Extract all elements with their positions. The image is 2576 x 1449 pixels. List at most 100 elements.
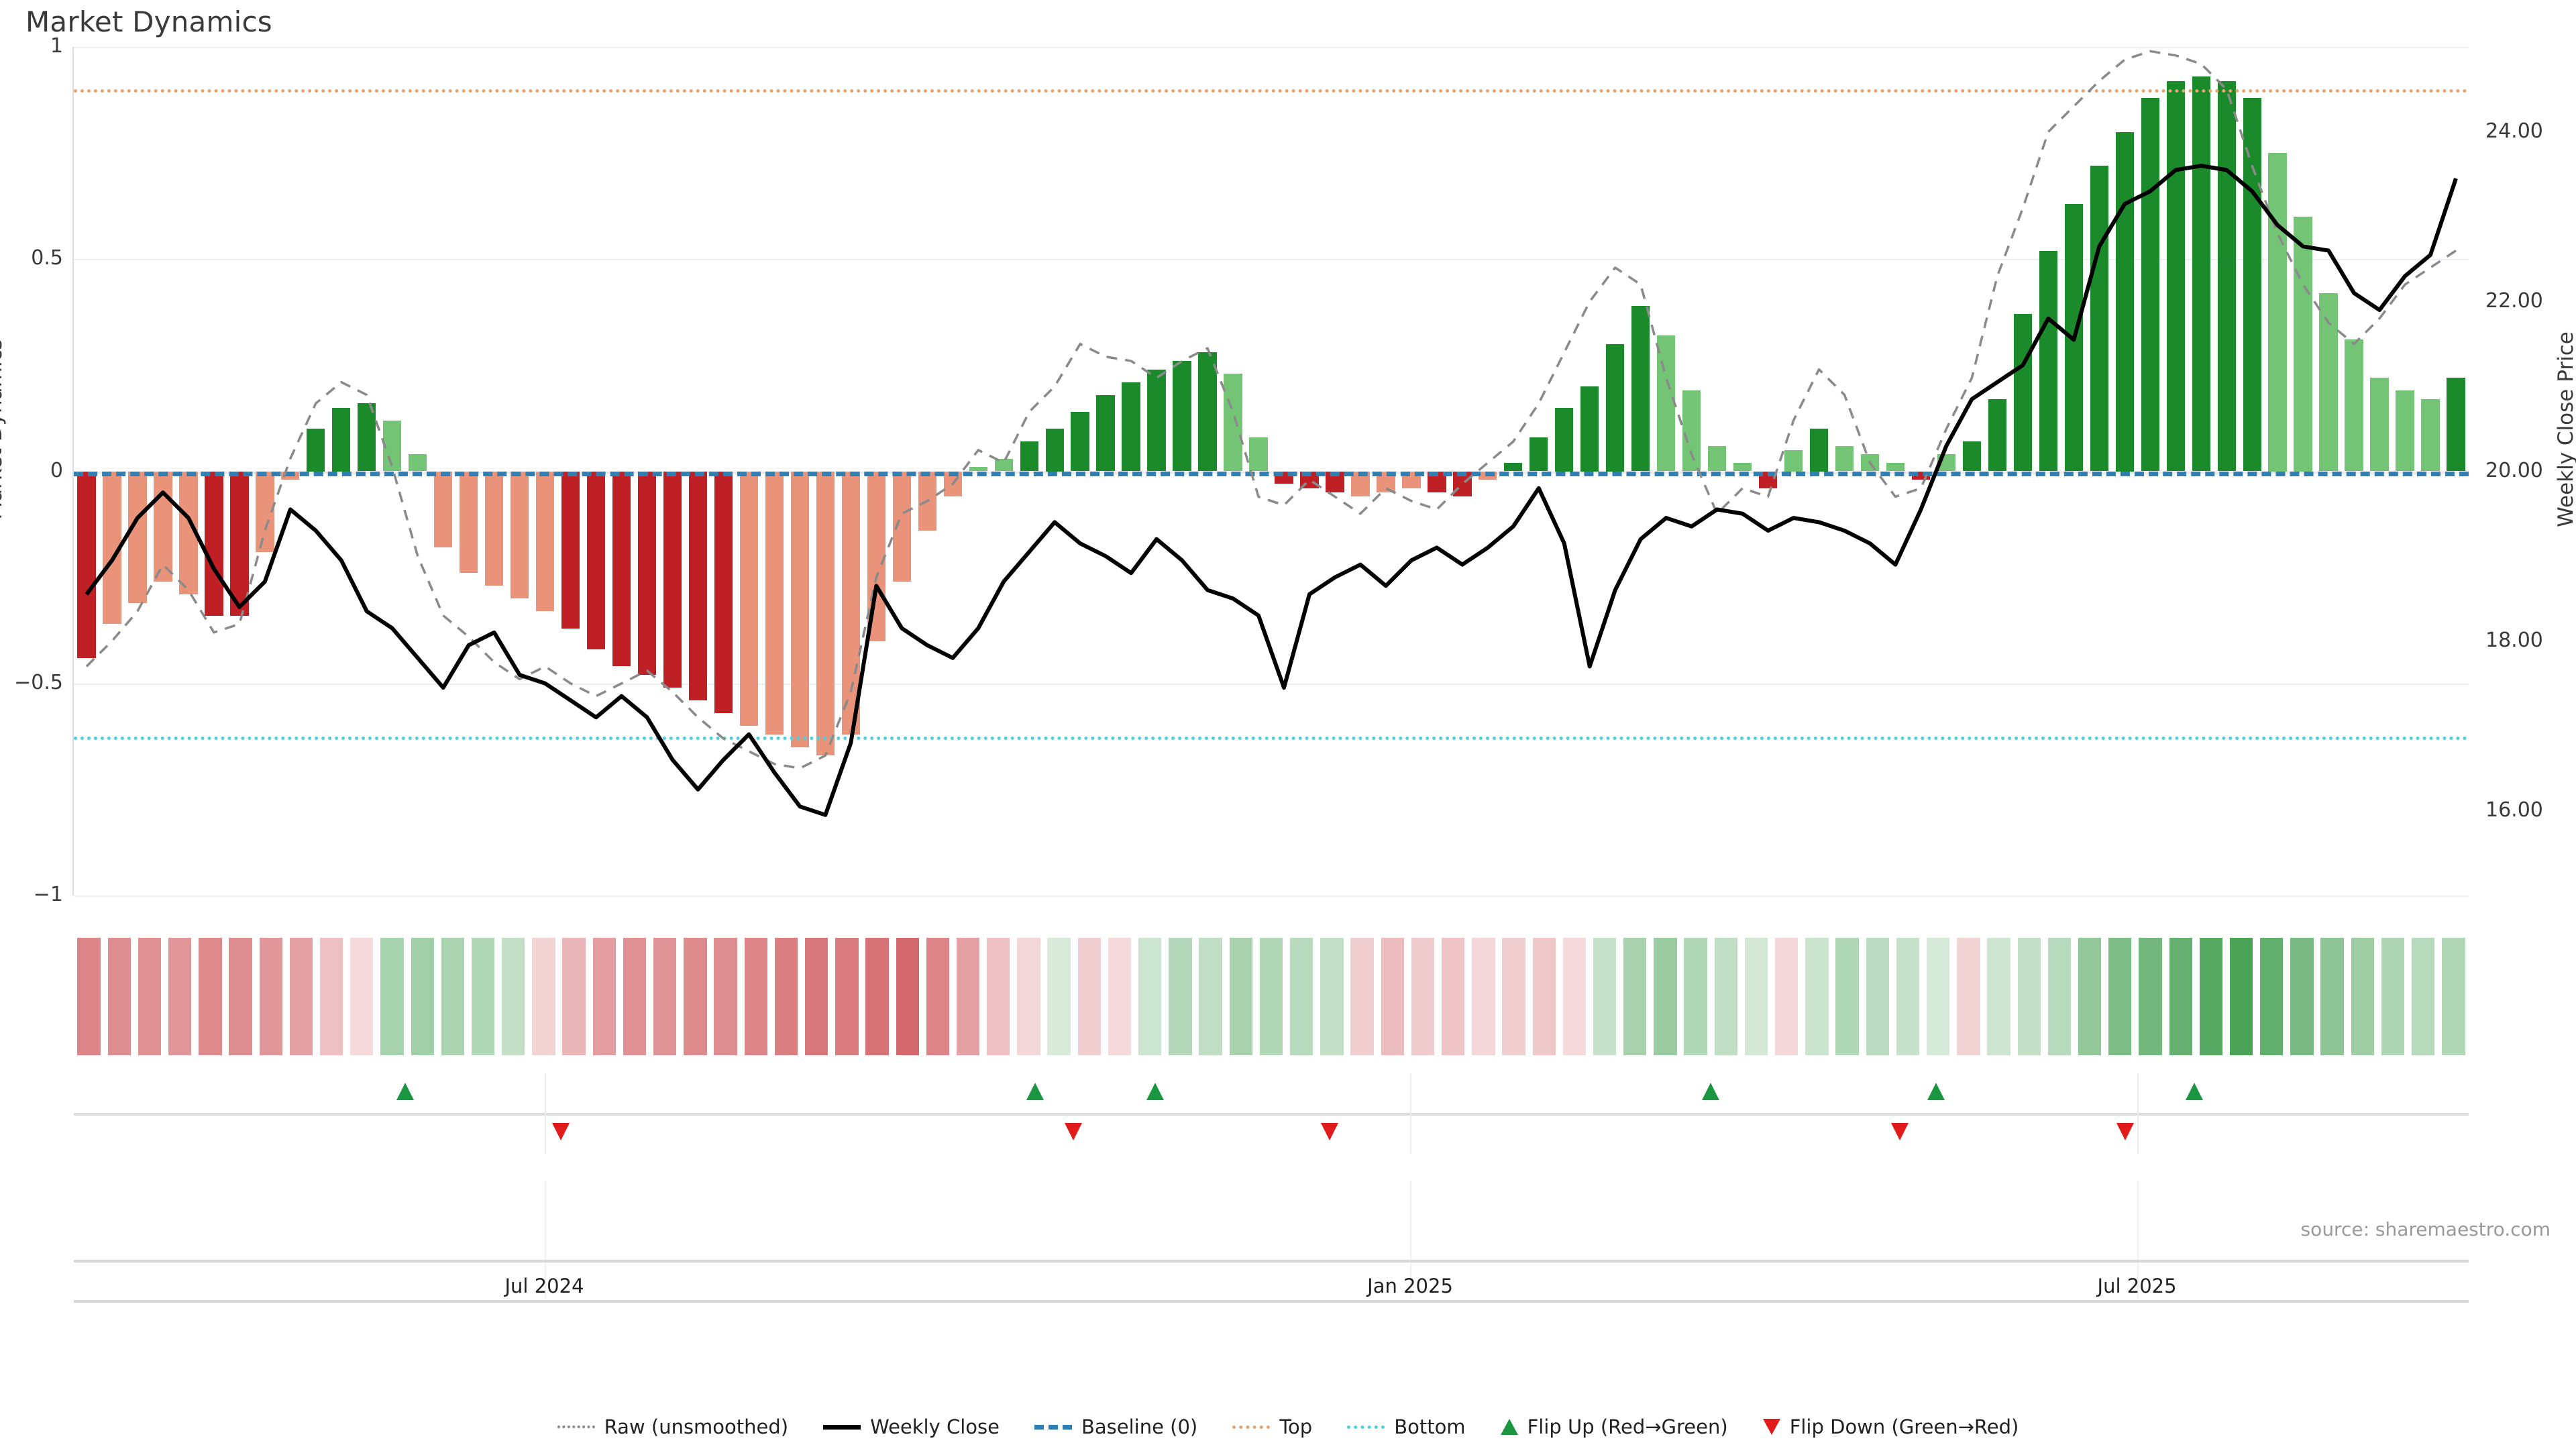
strip-bar [199,938,222,1055]
legend-item-dotted-cyan[interactable]: Bottom [1347,1415,1466,1438]
bottom-panel-line [74,1260,2469,1263]
reference-line-top [74,89,2469,93]
bar [1631,305,1650,472]
weekly-close-line [85,164,2458,817]
left-axis-tick-label: −0.5 [14,670,63,694]
bar [1249,437,1268,472]
solid-black-line-icon [823,1424,861,1430]
raw-unsmoothed-line [85,50,2457,769]
strip-bar [350,938,374,1055]
strip-bar [411,938,434,1055]
bar [1198,352,1217,472]
regime-intensity-strip [74,938,2469,1055]
flip-up-marker[interactable] [396,1083,415,1100]
strip-bar [1047,938,1071,1055]
bar [154,471,172,582]
flip-markers-panel [74,1073,2469,1154]
legend-item-green-up[interactable]: Flip Up (Red→Green) [1500,1415,1728,1438]
legend-item-solid-black[interactable]: Weekly Close [823,1415,1000,1438]
strip-bar [2351,938,2374,1055]
bar [2345,339,2363,472]
bar [790,471,810,747]
strip-bar [926,938,950,1055]
flip-up-marker[interactable] [1146,1083,1164,1100]
dotted-gray-line-icon [557,1426,595,1428]
bar [1580,386,1599,472]
left-axis-tick-label: 0 [50,458,63,482]
bar [739,471,759,726]
bar [1020,441,1038,472]
legend-item-red-down[interactable]: Flip Down (Green→Red) [1762,1415,2019,1438]
left-axis-tick-label: 0.5 [31,246,63,270]
flip-up-marker[interactable] [1026,1083,1044,1100]
flip-up-marker[interactable] [1702,1083,1720,1100]
flip-up-marker[interactable] [1927,1083,1945,1100]
legend-item-label: Top [1279,1415,1313,1438]
strip-bar [1077,938,1102,1055]
bar [714,471,733,714]
strip-bar [1320,938,1344,1055]
gridline [74,47,2469,48]
bar [383,420,402,472]
strip-bar [1138,938,1162,1055]
bar [1224,374,1242,472]
bar [1682,390,1701,472]
bar [2421,398,2440,472]
legend-item-dotted-orange[interactable]: Top [1232,1415,1312,1438]
bar [434,471,453,548]
right-axis-tick-label: 20.00 [2485,458,2543,482]
flip-down-marker[interactable] [2116,1123,2134,1140]
bar [2166,80,2185,472]
right-axis-tick-label: 16.00 [2485,798,2543,822]
legend-item-dashed-blue[interactable]: Baseline (0) [1034,1415,1197,1438]
strip-bar [1684,938,1707,1055]
strip-bar [259,938,282,1055]
bar [484,471,504,586]
legend-item-label: Weekly Close [870,1415,1000,1438]
strip-bar [1654,938,1677,1055]
bar [1886,462,1905,472]
flip-down-marker[interactable] [1321,1123,1339,1140]
legend-item-dotted-gray[interactable]: Raw (unsmoothed) [557,1415,788,1438]
strip-bar [532,938,555,1055]
bar [358,403,376,472]
flip-down-marker[interactable] [1065,1123,1083,1140]
flip-panel-vtick [544,1073,546,1154]
strip-bar [1169,938,1192,1055]
strip-bar [1866,938,1889,1055]
bar [1122,382,1140,472]
strip-bar [2108,938,2132,1055]
gridline [74,259,2469,261]
flip-panel-vtick [2137,1073,2139,1154]
flip-axis-line [74,1113,2469,1116]
strip-bar [2169,938,2192,1055]
bottom-panel-vtick [544,1181,546,1298]
bar [2268,153,2287,472]
bar [535,471,555,612]
flip-up-marker[interactable] [2186,1083,2204,1100]
flip-down-marker[interactable] [552,1123,570,1140]
left-axis-tick-label: −1 [33,883,63,906]
strip-bar [471,938,495,1055]
bar [816,471,835,756]
strip-bar [1229,938,1252,1055]
reference-line-bottom [74,736,2469,740]
strip-bar [865,938,889,1055]
flip-down-marker[interactable] [1891,1123,1909,1140]
bar [510,471,529,599]
bar [561,471,580,629]
bar [1071,411,1089,472]
strip-bar [1502,938,1525,1055]
strip-bar [319,938,343,1055]
strip-bar [441,938,465,1055]
strip-bar [1714,938,1738,1055]
bar [2294,217,2312,472]
strip-bar [77,938,101,1055]
strip-bar [1199,938,1222,1055]
strip-bar [1593,938,1617,1055]
right-axis-label: Weekly Close Price [2554,331,2576,527]
right-axis-tick-label: 24.00 [2485,119,2543,143]
strip-bar [502,938,525,1055]
strip-bar [1017,938,1040,1055]
legend-item-label: Bottom [1394,1415,1466,1438]
